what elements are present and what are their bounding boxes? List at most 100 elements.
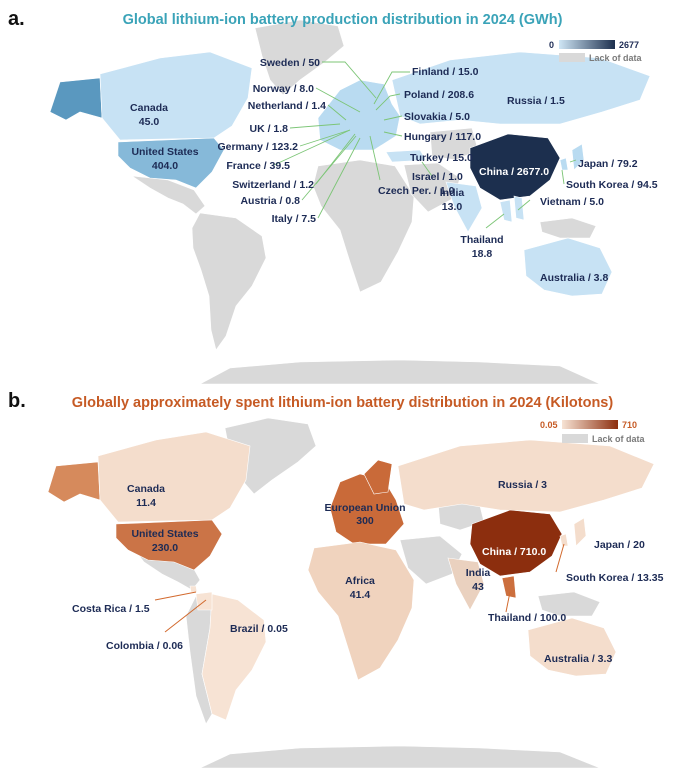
- vietnam-shape: [513, 195, 525, 221]
- labels-b: Canada 11.4 United States 230.0 European…: [72, 479, 664, 665]
- label-b-colombia: Colombia / 0.06: [106, 640, 183, 652]
- label-b-india-name: India: [466, 567, 491, 579]
- turkey-shape: [385, 149, 427, 163]
- label-austria: Austria / 0.8: [240, 195, 300, 207]
- label-b-thailand: Thailand / 100.0: [488, 612, 566, 624]
- label-vietnam: Vietnam / 5.0: [540, 196, 604, 208]
- alaska-shape-b: [47, 461, 101, 503]
- legend-a: 0 2677 Lack of data: [549, 40, 643, 63]
- panel-b: Canada 11.4 United States 230.0 European…: [0, 384, 685, 768]
- legend-b-max: 710: [622, 420, 637, 430]
- panel-a-title: Global lithium-ion battery production di…: [122, 12, 563, 28]
- legend-b: 0.05 710 Lack of data: [540, 420, 646, 444]
- label-canada-name: Canada: [130, 102, 168, 114]
- russia-shape: [391, 51, 651, 125]
- legend-a-min: 0: [549, 40, 554, 50]
- panel-b-label: b.: [8, 390, 26, 412]
- label-b-china: China / 710.0: [482, 546, 546, 558]
- legend-b-nodata-swatch: [562, 434, 588, 443]
- panel-a-label: a.: [8, 8, 25, 30]
- label-sweden: Sweden / 50: [260, 57, 320, 69]
- label-b-costa-rica: Costa Rica / 1.5: [72, 603, 150, 615]
- middle-east-shape-b: [399, 535, 463, 585]
- label-us-value: 404.0: [152, 160, 178, 172]
- legend-a-nodata-label: Lack of data: [589, 53, 643, 63]
- label-b-japan: Japan / 20: [594, 539, 645, 551]
- label-russia: Russia / 1.5: [507, 95, 565, 107]
- legend-b-nodata-label: Lack of data: [592, 434, 646, 444]
- label-hungary: Hungary / 117.0: [404, 131, 481, 143]
- costa-rica-shape-b: [189, 585, 198, 593]
- label-netherland: Netherland / 1.4: [248, 100, 326, 112]
- label-china: China / 2677.0: [479, 166, 549, 178]
- no-data-land-a: [131, 19, 601, 384]
- no-data-land-b: [129, 417, 601, 768]
- africa-shape: [312, 159, 415, 293]
- legend-a-max: 2677: [619, 40, 639, 50]
- canada-shape-b: [97, 431, 251, 523]
- japan-shape: [571, 143, 585, 171]
- mexico-central-america-shape: [131, 175, 206, 215]
- label-b-africa-name: Africa: [345, 575, 375, 587]
- alaska-shape: [49, 77, 103, 121]
- label-south-korea: South Korea / 94.5: [566, 179, 658, 191]
- india-shape-b: [447, 557, 485, 611]
- leader-lines-a: [273, 61, 577, 229]
- map-b: Canada 11.4 United States 230.0 European…: [47, 417, 664, 768]
- thailand-shape: [499, 199, 513, 223]
- label-b-brazil: Brazil / 0.05: [230, 623, 288, 635]
- japan-shape-b: [573, 517, 587, 547]
- africa-shape-b: [307, 541, 415, 681]
- south-korea-shape: [559, 157, 569, 171]
- south-korea-shape-b: [559, 533, 569, 547]
- label-b-india-value: 43: [472, 581, 484, 593]
- data-land-b: [47, 431, 655, 721]
- south-america-shape: [191, 212, 267, 351]
- label-norway: Norway / 8.0: [253, 83, 314, 95]
- canada-shape: [99, 51, 253, 141]
- legend-b-min: 0.05: [540, 420, 558, 430]
- legend-a-nodata-swatch: [559, 53, 585, 62]
- australia-shape-b: [527, 617, 617, 677]
- label-india-name: India: [440, 187, 465, 199]
- label-b-russia: Russia / 3: [498, 479, 547, 491]
- label-canada-value: 45.0: [139, 116, 160, 128]
- label-b-eu-name: European Union: [324, 502, 405, 514]
- label-israel: Israel / 1.0: [412, 171, 463, 183]
- label-b-africa-value: 41.4: [350, 589, 371, 601]
- legend-a-colorbar: [559, 40, 615, 49]
- data-land-a: [49, 51, 651, 297]
- label-uk: UK / 1.8: [249, 123, 288, 135]
- china-shape-b: [469, 509, 563, 577]
- label-poland: Poland / 208.6: [404, 89, 474, 101]
- label-finland: Finland / 15.0: [412, 66, 479, 78]
- label-thailand-value: 18.8: [472, 248, 493, 260]
- legend-b-colorbar: [562, 420, 618, 429]
- united-states-shape-b: [115, 519, 223, 571]
- india-shape: [445, 181, 483, 233]
- label-germany: Germany / 123.2: [217, 141, 298, 153]
- label-india-value: 13.0: [442, 201, 463, 213]
- central-asia-shape: [429, 127, 479, 161]
- label-b-south-korea: South Korea / 13.35: [566, 572, 664, 584]
- brazil-shape-b: [201, 593, 267, 721]
- label-italy: Italy / 7.5: [272, 213, 317, 225]
- labels-a: Canada 45.0 United States 404.0 Sweden /…: [130, 57, 658, 284]
- australia-shape: [523, 237, 613, 297]
- antarctica-shape: [199, 359, 601, 384]
- label-b-us-name: United States: [131, 528, 198, 540]
- label-slovakia: Slovakia / 5.0: [404, 111, 470, 123]
- greenland-shape: [254, 19, 345, 96]
- label-australia: Australia / 3.8: [540, 272, 608, 284]
- europe-nordic-shape-b: [363, 459, 393, 495]
- label-france: France / 39.5: [226, 160, 290, 172]
- southeast-asia-islands-shape-b: [537, 591, 601, 617]
- label-thailand-name: Thailand: [460, 234, 503, 246]
- united-states-shape: [117, 137, 225, 189]
- china-shape: [469, 133, 561, 201]
- southeast-asia-islands-shape: [539, 217, 597, 239]
- label-switzerland: Switzerland / 1.2: [232, 179, 314, 191]
- antarctica-shape-b: [199, 745, 601, 768]
- thailand-shape-b: [501, 575, 517, 599]
- label-b-canada-name: Canada: [127, 483, 165, 495]
